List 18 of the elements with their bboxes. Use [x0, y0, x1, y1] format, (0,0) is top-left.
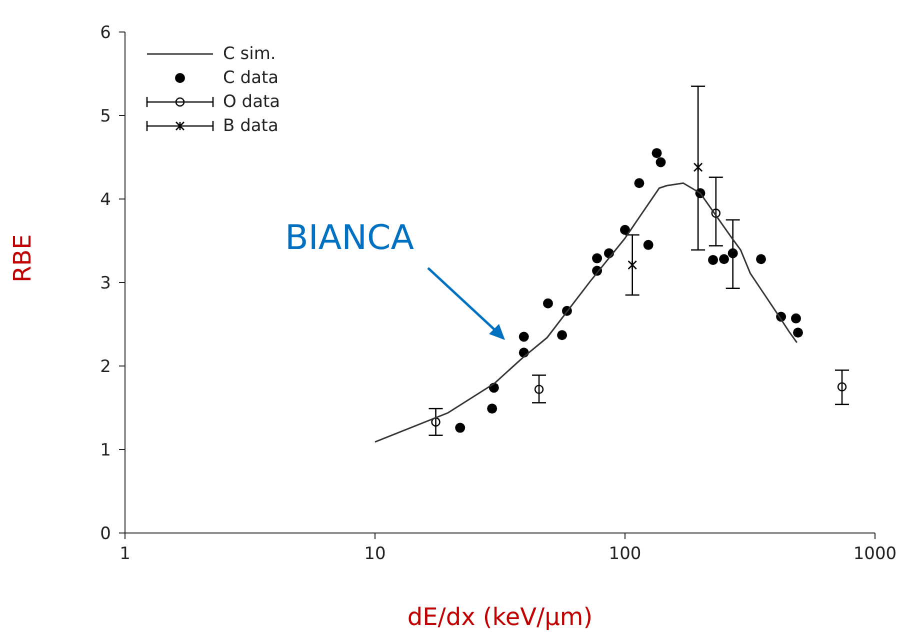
legend-label: C data	[223, 67, 279, 90]
legend-label: O data	[223, 91, 280, 114]
x-tick-label: 100	[608, 544, 642, 564]
y-tick-label: 0	[100, 524, 111, 544]
x-tick-label: 10	[364, 544, 386, 564]
x-tick-label: 1	[120, 544, 130, 564]
y-tick-label: 6	[100, 23, 111, 44]
y-tick-label: 2	[100, 357, 111, 378]
y-tick-label: 3	[100, 274, 111, 294]
x-axis-title: dE/dx (keV/μm)	[407, 603, 593, 631]
y-tick-label: 5	[100, 106, 111, 127]
legend-label: B data	[223, 115, 278, 138]
y-tick-label: 4	[100, 190, 111, 210]
x-tick-label: 1000	[853, 544, 897, 564]
legend-label: C sim.	[223, 43, 276, 66]
y-tick-label: 1	[100, 440, 111, 461]
annotation: BIANCA	[285, 218, 414, 258]
y-axis-title: RBE	[8, 234, 37, 282]
